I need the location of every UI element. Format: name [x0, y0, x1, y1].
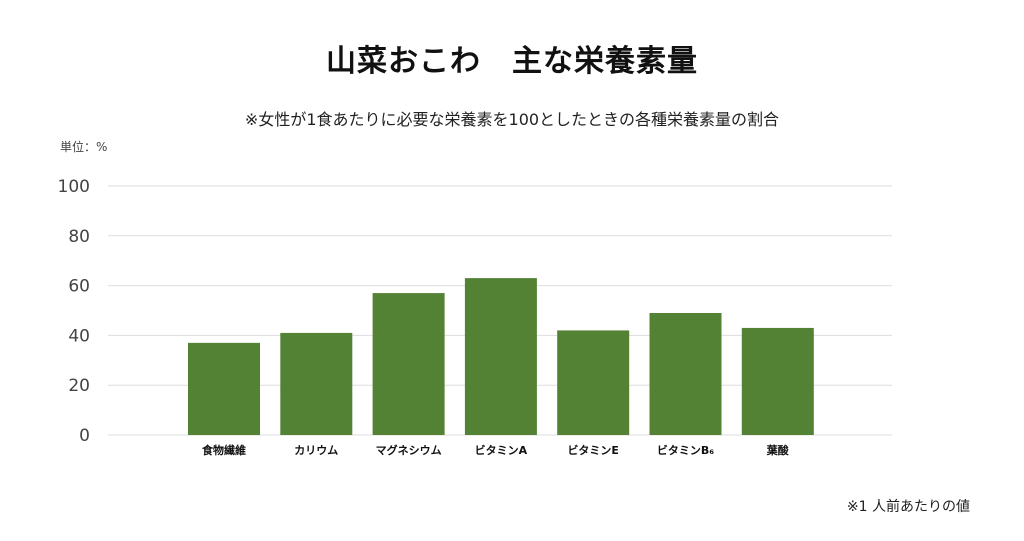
bar-layer: [188, 278, 814, 435]
bar: [372, 293, 445, 435]
y-tick-label: 40: [68, 326, 90, 346]
x-tick-label: 葉酸: [766, 443, 790, 457]
bar: [280, 332, 353, 435]
y-tick-label: 80: [68, 227, 90, 247]
x-tick-label: ビタミンE: [567, 443, 619, 457]
bar: [464, 278, 537, 435]
footnote: ※1 人前あたりの値: [846, 499, 970, 515]
x-axis-ticks: 食物繊維 カリウム マグネシウム ビタミンA ビタミンE ビタミンB₆ 葉酸: [202, 443, 790, 457]
unit-label: 単位：%: [60, 140, 108, 154]
y-axis-ticks: 0 20 40 60 80 100: [58, 177, 90, 446]
y-tick-label: 100: [58, 177, 90, 197]
bar: [741, 327, 814, 435]
x-tick-label: ビタミンB₆: [657, 443, 714, 457]
chart-subtitle: ※女性が1食あたりに必要な栄養素を100としたときの各種栄養素量の割合: [244, 110, 780, 129]
bar: [649, 312, 722, 435]
x-tick-label: カリウム: [294, 444, 338, 457]
x-tick-label: ビタミンA: [475, 443, 528, 457]
y-tick-label: 0: [79, 426, 90, 446]
y-tick-label: 20: [68, 376, 90, 396]
chart-title: 山菜おこわ 主な栄養素量: [326, 44, 698, 79]
bar: [557, 330, 630, 435]
x-tick-label: マグネシウム: [376, 443, 442, 457]
x-tick-label: 食物繊維: [202, 443, 246, 457]
bar: [188, 342, 260, 435]
y-tick-label: 60: [68, 277, 90, 297]
